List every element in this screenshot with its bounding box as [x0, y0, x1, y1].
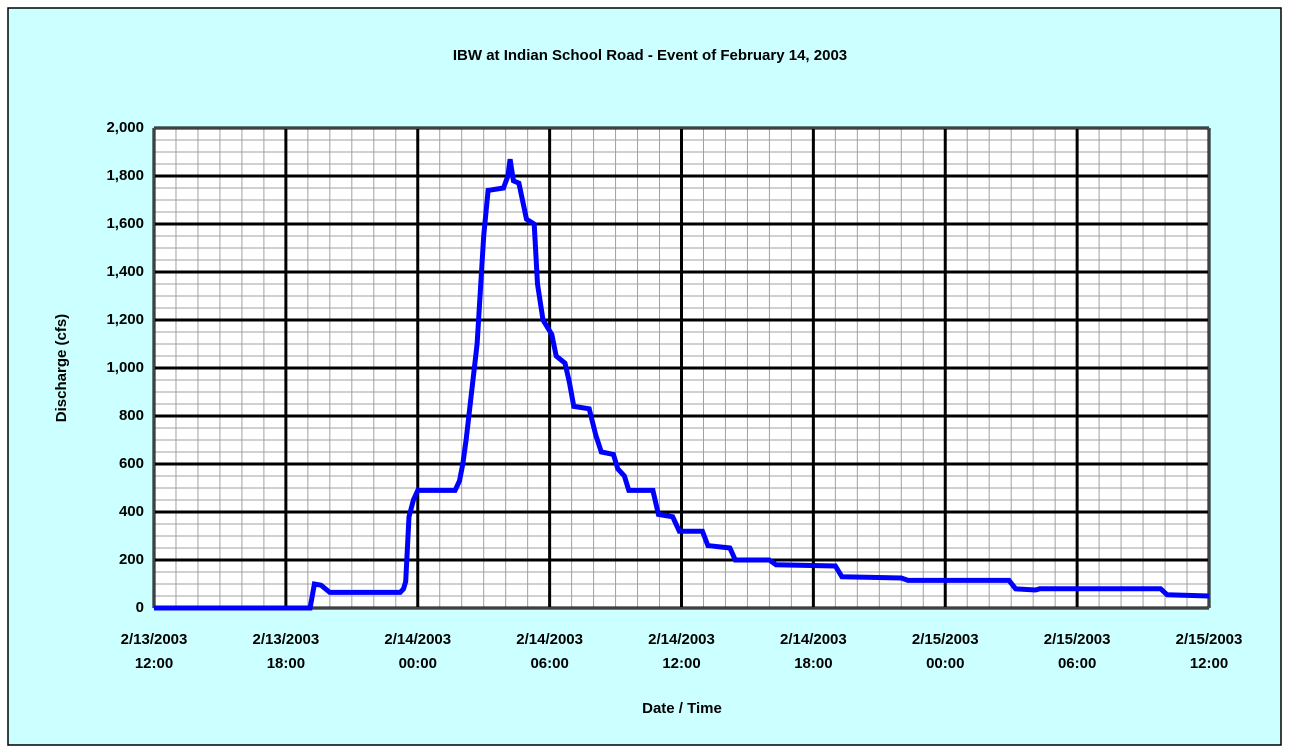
plot-border [153, 127, 1210, 609]
y-tick-label: 0 [136, 599, 144, 616]
x-tick-label: 2/13/2003 12:00 [121, 631, 188, 672]
y-tick-label: 200 [119, 551, 144, 568]
y-tick-label: 1,000 [106, 359, 144, 376]
y-tick-label: 800 [119, 407, 144, 424]
y-tick-label: 1,200 [106, 311, 144, 328]
y-tick-label: 1,800 [106, 167, 144, 184]
x-axis-label: Date / Time [642, 700, 722, 717]
y-tick-label: 400 [119, 503, 144, 520]
x-tick-label: 2/15/2003 06:00 [1044, 631, 1111, 672]
x-tick-label: 2/14/2003 12:00 [648, 631, 715, 672]
x-tick-label: 2/13/2003 18:00 [253, 631, 320, 672]
y-tick-label: 1,600 [106, 215, 144, 232]
data-line [154, 158, 1210, 611]
y-axis-label: Discharge (cfs) [53, 314, 70, 422]
x-tick-label: 2/14/2003 18:00 [780, 631, 847, 672]
x-tick-label: 2/15/2003 12:00 [1176, 631, 1243, 672]
x-tick-label: 2/15/2003 00:00 [912, 631, 979, 672]
y-tick-label: 1,400 [106, 263, 144, 280]
y-tick-label: 2,000 [106, 119, 144, 136]
x-tick-label: 2/14/2003 06:00 [516, 631, 583, 672]
y-tick-label: 600 [119, 455, 144, 472]
x-tick-label: 2/14/2003 00:00 [384, 631, 451, 672]
chart-title: IBW at Indian School Road - Event of Feb… [453, 47, 847, 64]
